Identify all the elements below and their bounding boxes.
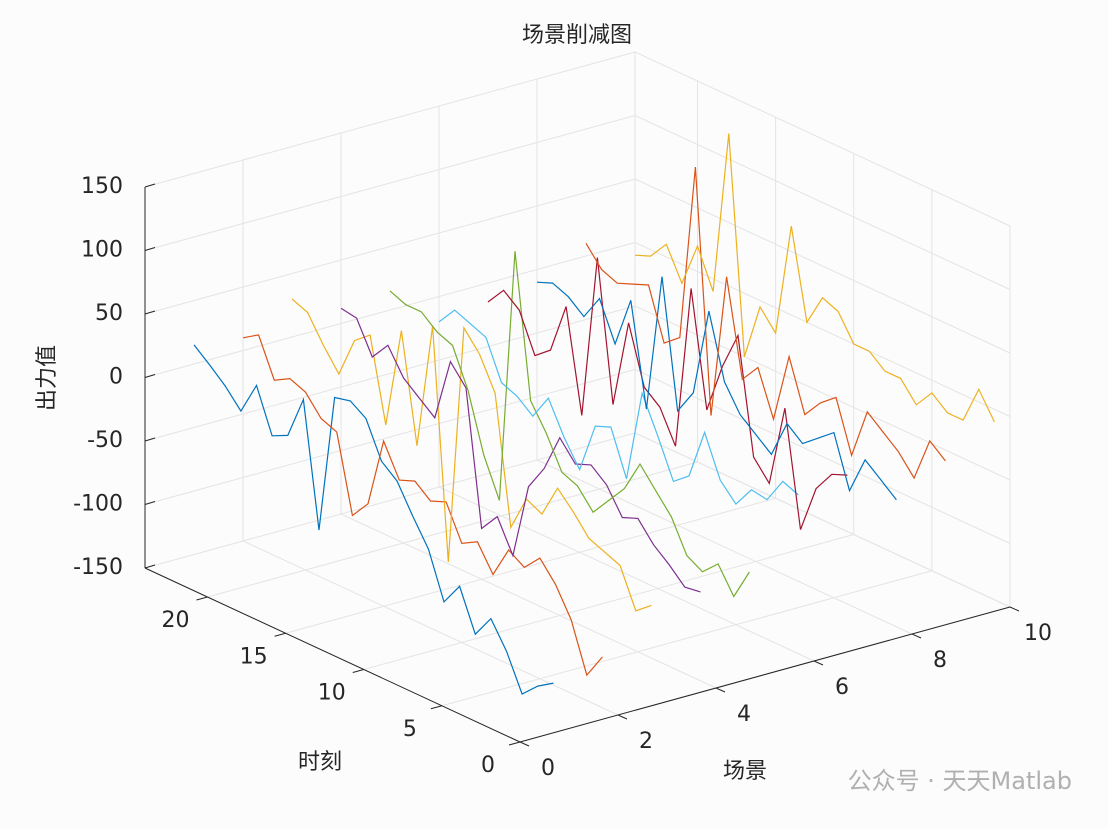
z-tick-label: -100 bbox=[73, 492, 123, 517]
grid-line bbox=[144, 432, 636, 569]
x-tick-label: 6 bbox=[835, 675, 849, 700]
grid-line bbox=[634, 51, 1011, 227]
grid-line bbox=[285, 497, 776, 634]
grid-line bbox=[634, 432, 1011, 608]
grid-line bbox=[144, 115, 636, 251]
grid-line bbox=[634, 115, 1011, 290]
series-line bbox=[438, 309, 799, 506]
grid-line bbox=[634, 242, 1011, 417]
x-axis-label: 场景 bbox=[723, 759, 767, 784]
tick-mark bbox=[508, 741, 521, 746]
y-tick-label: 15 bbox=[240, 644, 268, 669]
series-line bbox=[389, 251, 750, 598]
tick-mark bbox=[144, 564, 156, 569]
tick-mark bbox=[352, 669, 364, 673]
series-line bbox=[291, 298, 652, 612]
tick-mark bbox=[617, 714, 628, 720]
series-line bbox=[487, 257, 848, 530]
series-line bbox=[340, 307, 701, 593]
z-tick-label: 0 bbox=[109, 365, 123, 390]
grid-line bbox=[144, 369, 636, 505]
grid-line bbox=[634, 369, 1011, 544]
tick-mark bbox=[519, 741, 530, 747]
watermark: 公众号 · 天天Matlab bbox=[848, 767, 1072, 795]
z-tick-label: 100 bbox=[81, 238, 123, 263]
y-axis-label: 时刻 bbox=[298, 750, 342, 775]
series-line bbox=[536, 276, 897, 501]
grid-line bbox=[207, 461, 698, 598]
x-tick-label: 2 bbox=[639, 729, 653, 754]
axis-line bbox=[519, 606, 1011, 743]
tick-mark bbox=[274, 632, 286, 637]
z-axis-label: 出力值 bbox=[35, 345, 60, 411]
tick-mark bbox=[715, 687, 726, 693]
y-tick-label: 10 bbox=[318, 681, 346, 706]
z-tick-label: 150 bbox=[81, 174, 123, 199]
tick-mark bbox=[1009, 606, 1020, 612]
grid-line bbox=[144, 305, 636, 442]
tick-mark bbox=[430, 705, 443, 710]
chart-title: 场景削减图 bbox=[522, 23, 632, 48]
z-tick-label: -150 bbox=[73, 555, 123, 580]
tick-mark bbox=[911, 633, 922, 639]
x-tick-label: 8 bbox=[933, 648, 947, 673]
tick-mark bbox=[144, 183, 156, 188]
y-tick-label: 20 bbox=[162, 608, 190, 633]
y-tick-label: 5 bbox=[403, 717, 417, 742]
x-tick-label: 4 bbox=[737, 702, 751, 727]
grid-line bbox=[144, 51, 636, 188]
series-line bbox=[242, 334, 603, 677]
grid-line bbox=[144, 178, 636, 315]
tick-mark bbox=[813, 660, 824, 666]
tick-mark bbox=[144, 247, 156, 251]
series-line bbox=[585, 167, 946, 480]
z-tick-label: -50 bbox=[87, 428, 123, 453]
series-line bbox=[634, 133, 995, 423]
tick-mark bbox=[144, 310, 156, 315]
tick-mark bbox=[144, 374, 156, 378]
x-tick-label: 10 bbox=[1024, 621, 1052, 646]
series-line bbox=[193, 344, 554, 695]
y-tick-label: 0 bbox=[481, 753, 495, 778]
grid-line bbox=[144, 242, 636, 378]
tick-mark bbox=[144, 501, 156, 505]
x-tick-label: 0 bbox=[541, 756, 555, 781]
z-tick-label: 50 bbox=[95, 301, 123, 326]
grid-line bbox=[441, 570, 933, 707]
tick-mark bbox=[196, 596, 208, 601]
grid-line bbox=[363, 534, 854, 670]
tick-mark bbox=[144, 437, 156, 442]
